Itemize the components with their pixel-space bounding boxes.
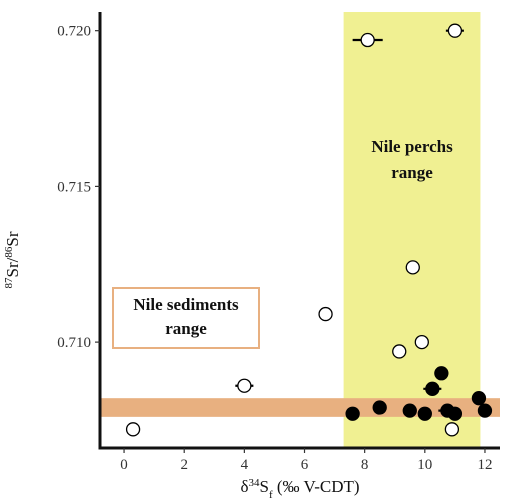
open-data-point — [444, 422, 460, 437]
filled-data-point — [434, 366, 449, 381]
open-data-point — [392, 344, 407, 359]
y-tick-label: 0.715 — [57, 179, 91, 195]
y-tick-label: 0.710 — [57, 335, 91, 351]
y-tick-label: 0.720 — [57, 24, 91, 40]
x-tick-label: 12 — [477, 457, 492, 473]
axes — [98, 12, 500, 450]
y-axis-title-sup2: 86 — [3, 246, 15, 258]
nile-sediments-label-box — [112, 287, 260, 349]
open-data-point — [125, 422, 141, 437]
x-axis-title-rest: (‰ V-CDT) — [273, 477, 360, 496]
y-axis-title-main1: Sr/ — [3, 257, 22, 277]
x-axis-title-sub: f — [269, 489, 273, 500]
axis-ticks: 0 2 4 6 8 10 12 0.710 0.715 0.720 — [57, 24, 492, 473]
region-band — [343, 12, 481, 448]
filled-data-point — [477, 403, 493, 418]
data-points — [125, 23, 493, 437]
nile-perchs-label-range: range — [391, 163, 433, 182]
shaded-regions — [100, 12, 500, 448]
annotations: Nile sediments range Nile perchs range — [112, 137, 453, 349]
x-axis-title: δ34Sf (‰ V-CDT) — [240, 477, 359, 500]
x-tick-label: 10 — [417, 457, 432, 473]
x-tick-label: 0 — [120, 457, 128, 473]
filled-data-point — [471, 391, 487, 406]
filled-data-point — [425, 381, 440, 396]
nile-sediments-label: Nile sediments — [133, 295, 239, 314]
x-tick-label: 6 — [301, 457, 309, 473]
x-axis-title-sup: 34 — [248, 477, 260, 489]
x-axis-title-delta: δ — [240, 477, 248, 496]
x-tick-label: 4 — [241, 457, 249, 473]
y-axis-title-sup1: 87 — [3, 277, 15, 289]
filled-data-point — [447, 406, 463, 421]
open-data-point — [318, 306, 333, 322]
filled-data-point — [345, 406, 360, 421]
open-data-point — [405, 260, 420, 275]
y-axis-title: 87Sr/86Sr — [3, 231, 22, 288]
open-data-point — [360, 32, 375, 48]
open-data-point — [237, 378, 252, 393]
filled-data-point — [402, 403, 417, 418]
region-band — [100, 398, 500, 417]
nile-sediments-label-range: range — [165, 319, 207, 338]
filled-data-point — [417, 406, 432, 421]
x-tick-label: 2 — [180, 457, 188, 473]
filled-data-point — [372, 400, 387, 415]
open-data-point — [414, 334, 429, 350]
x-tick-label: 8 — [361, 457, 369, 473]
nile-perchs-label: Nile perchs — [371, 137, 453, 156]
open-data-point — [447, 23, 463, 38]
y-axis-title-main2: Sr — [3, 231, 22, 246]
x-axis-title-main: S — [259, 477, 268, 496]
